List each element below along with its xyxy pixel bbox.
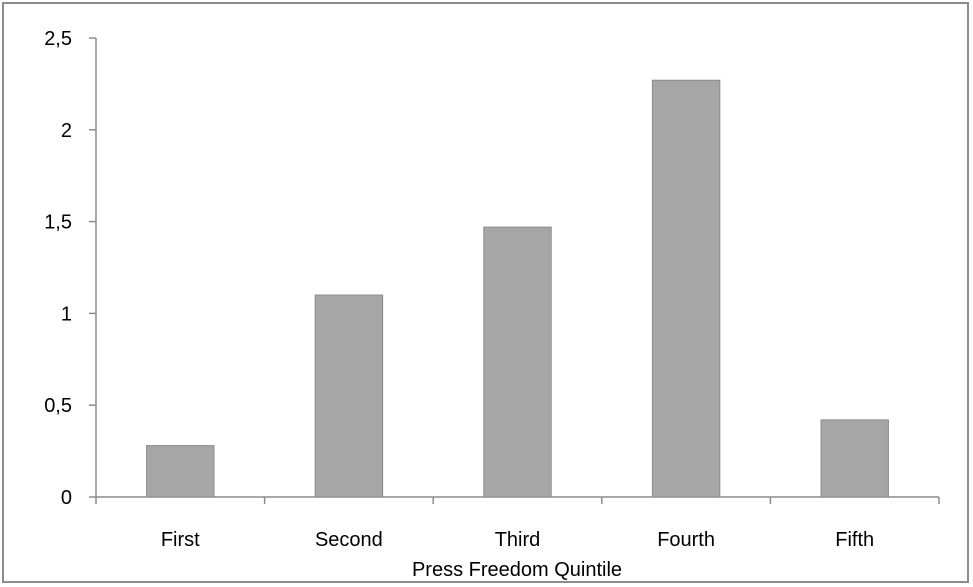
bars (146, 79, 889, 498)
y-tick-label: 1 (61, 303, 72, 325)
x-tick-label: Fifth (835, 529, 874, 551)
x-axis (95, 496, 940, 504)
y-tick-label: 0 (61, 487, 72, 509)
bar-second (314, 294, 384, 498)
y-tick-label: 1,5 (44, 212, 72, 234)
y-tick-label: 0,5 (44, 395, 72, 417)
x-tick-label: First (161, 529, 200, 551)
y-axis: 0 0,5 1 1,5 2 2,5 (44, 28, 97, 509)
x-tick-label: Fourth (657, 529, 715, 551)
bar-fourth (651, 79, 721, 498)
x-tick-label: Third (495, 529, 541, 551)
y-tick-label: 2,5 (44, 28, 72, 50)
x-axis-title: Press Freedom Quintile (412, 559, 622, 581)
bar-first (146, 445, 215, 498)
x-tick-labels: First Second Third Fourth Fifth (161, 529, 874, 551)
x-tick-label: Second (315, 529, 383, 551)
bar-third (483, 226, 552, 498)
y-tick-label: 2 (61, 120, 72, 142)
bar-fifth (820, 419, 889, 498)
